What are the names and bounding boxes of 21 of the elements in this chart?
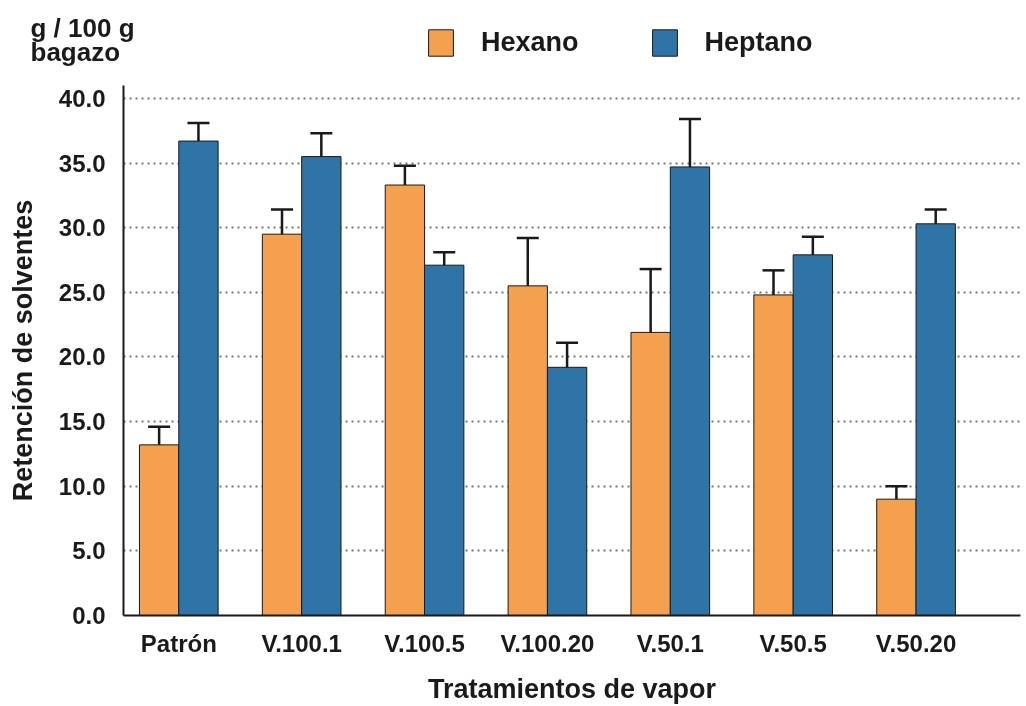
legend-label: Heptano [704,27,813,58]
y-tick-label: 10.0 [58,472,106,500]
y-tick-label: 40.0 [58,84,106,112]
x-tick-label: V.100.1 [261,629,342,657]
x-tick-label: V.100.20 [500,629,595,657]
x-tick-label: V.50.20 [875,629,957,657]
y-axis-title: Retención de solventes [7,199,38,502]
y-tick-label: 30.0 [58,214,106,242]
y-tick-label: 35.0 [58,149,106,177]
x-tick-label: V.50.1 [636,629,704,657]
y-tick-label: 5.0 [72,537,106,565]
y-tick-label: 20.0 [58,343,106,371]
legend-label: Hexano [481,27,579,58]
x-tick-label: V.50.5 [759,629,827,657]
text: g / 100 g bagazo [30,12,135,67]
x-tick-label: Patrón [140,629,217,657]
y-tick-label: 15.0 [58,408,106,436]
y-tick-label: 0.0 [72,602,106,629]
y-tick-label: 25.0 [58,278,106,306]
x-tick-label: V.100.5 [384,629,465,657]
x-axis-title: Tratamientos de vapor [427,673,717,704]
